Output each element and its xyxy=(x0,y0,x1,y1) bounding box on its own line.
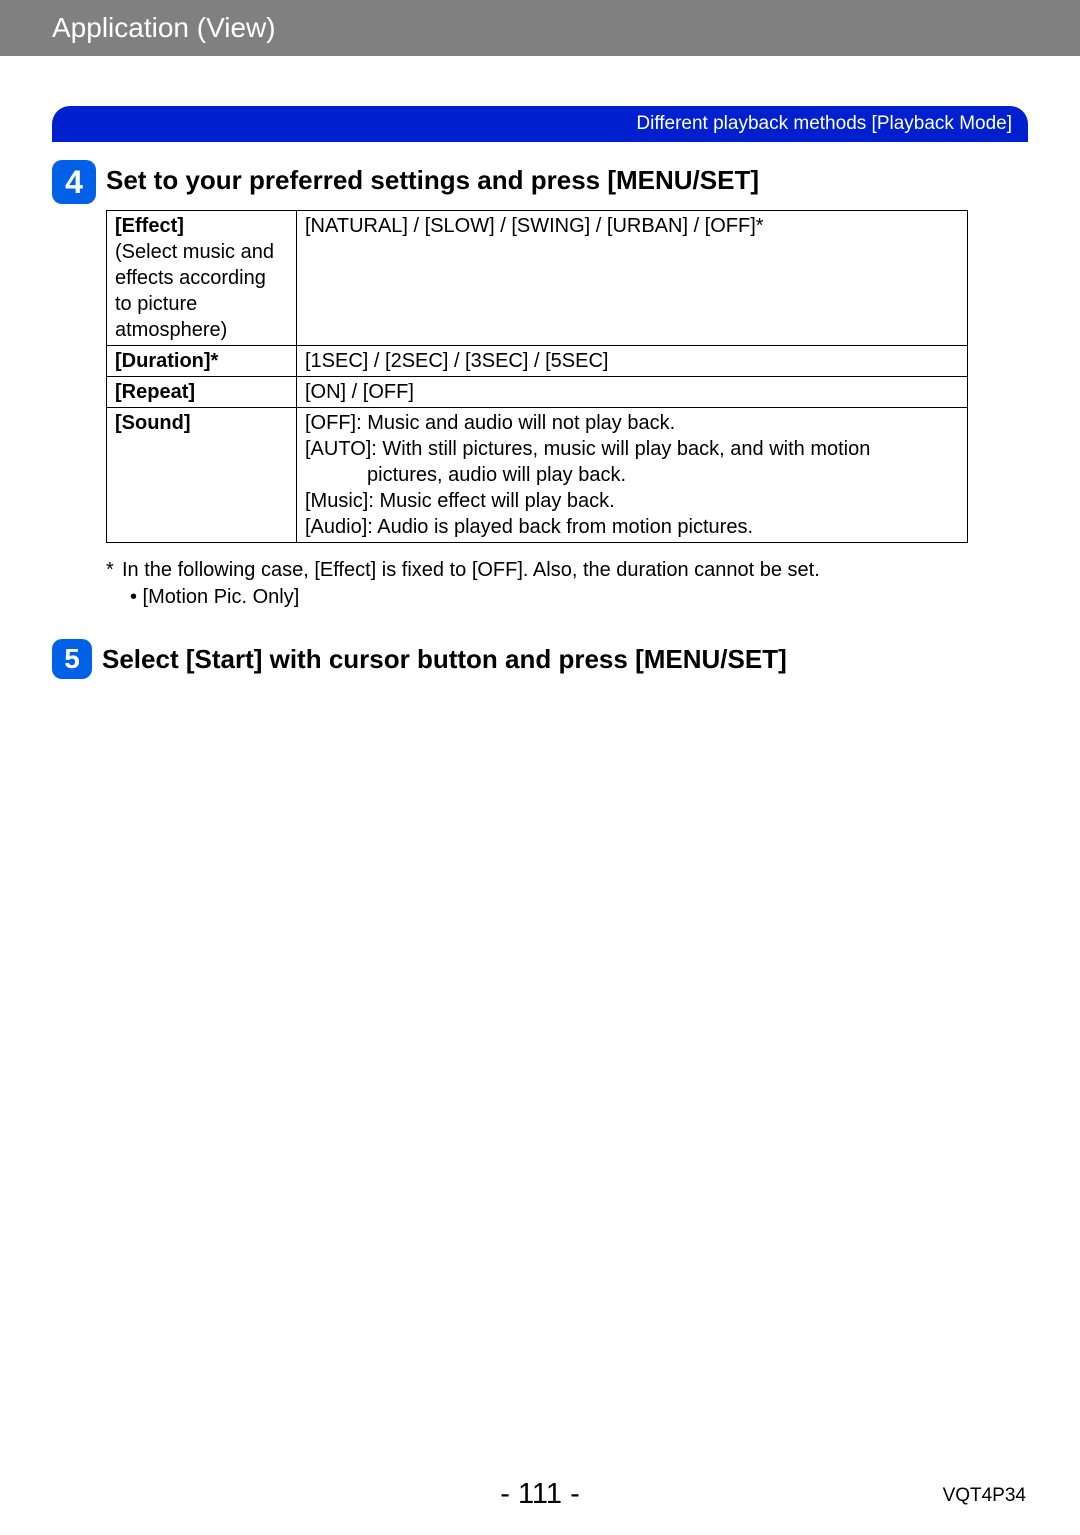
cell-sound-value: [OFF]: Music and audio will not play bac… xyxy=(297,408,968,543)
page-number: - 111 - xyxy=(0,1478,1080,1511)
footnote-line1: * In the following case, [Effect] is fix… xyxy=(106,557,1028,584)
section-header: Different playback methods [Playback Mod… xyxy=(52,106,1028,142)
repeat-label: [Repeat] xyxy=(115,381,195,403)
step-4-badge: 4 xyxy=(52,160,96,204)
cell-duration-label: [Duration]* xyxy=(107,346,297,377)
footnote-star: * xyxy=(106,557,122,584)
cell-effect-label: [Effect] (Select music and effects accor… xyxy=(107,211,297,346)
title-bar-text: Application (View) xyxy=(52,12,276,44)
table-row: [Sound] [OFF]: Music and audio will not … xyxy=(107,408,968,543)
effect-sublabel: (Select music and effects according to p… xyxy=(115,241,274,341)
document-code: VQT4P34 xyxy=(943,1485,1026,1507)
table-row: [Duration]* [1SEC] / [2SEC] / [3SEC] / [… xyxy=(107,346,968,377)
step-4-row: 4 Set to your preferred settings and pre… xyxy=(52,160,1028,204)
step-5-badge: 5 xyxy=(52,639,92,679)
cell-repeat-value: [ON] / [OFF] xyxy=(297,377,968,408)
cell-effect-value: [NATURAL] / [SLOW] / [SWING] / [URBAN] /… xyxy=(297,211,968,346)
table-row: [Effect] (Select music and effects accor… xyxy=(107,211,968,346)
cell-repeat-label: [Repeat] xyxy=(107,377,297,408)
step-4-title: Set to your preferred settings and press… xyxy=(106,160,759,200)
step-5-number: 5 xyxy=(64,643,80,675)
cell-sound-label: [Sound] xyxy=(107,408,297,543)
footnote-text: In the following case, [Effect] is fixed… xyxy=(122,557,820,584)
step-5-row: 5 Select [Start] with cursor button and … xyxy=(52,639,1028,679)
step-4-number: 4 xyxy=(65,164,83,201)
sound-label: [Sound] xyxy=(115,412,191,434)
footnote: * In the following case, [Effect] is fix… xyxy=(106,557,1028,611)
footnote-bullet: • [Motion Pic. Only] xyxy=(106,584,1028,611)
effect-label: [Effect] xyxy=(115,215,184,237)
settings-table: [Effect] (Select music and effects accor… xyxy=(106,210,968,543)
sound-line-1: [AUTO]: With still pictures, music will … xyxy=(305,436,959,462)
sound-line-4: [Audio]: Audio is played back from motio… xyxy=(305,514,959,540)
table-row: [Repeat] [ON] / [OFF] xyxy=(107,377,968,408)
step-5-title: Select [Start] with cursor button and pr… xyxy=(102,639,787,679)
sound-line-3: [Music]: Music effect will play back. xyxy=(305,488,959,514)
page-content: Different playback methods [Playback Mod… xyxy=(0,56,1080,679)
sound-line-0: [OFF]: Music and audio will not play bac… xyxy=(305,410,959,436)
cell-duration-value: [1SEC] / [2SEC] / [3SEC] / [5SEC] xyxy=(297,346,968,377)
section-header-text: Different playback methods [Playback Mod… xyxy=(636,113,1012,135)
duration-label: [Duration]* xyxy=(115,350,218,372)
sound-line-2: pictures, audio will play back. xyxy=(305,462,959,488)
title-bar: Application (View) xyxy=(0,0,1080,56)
